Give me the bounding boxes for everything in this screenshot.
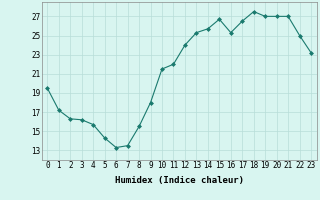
- X-axis label: Humidex (Indice chaleur): Humidex (Indice chaleur): [115, 176, 244, 185]
